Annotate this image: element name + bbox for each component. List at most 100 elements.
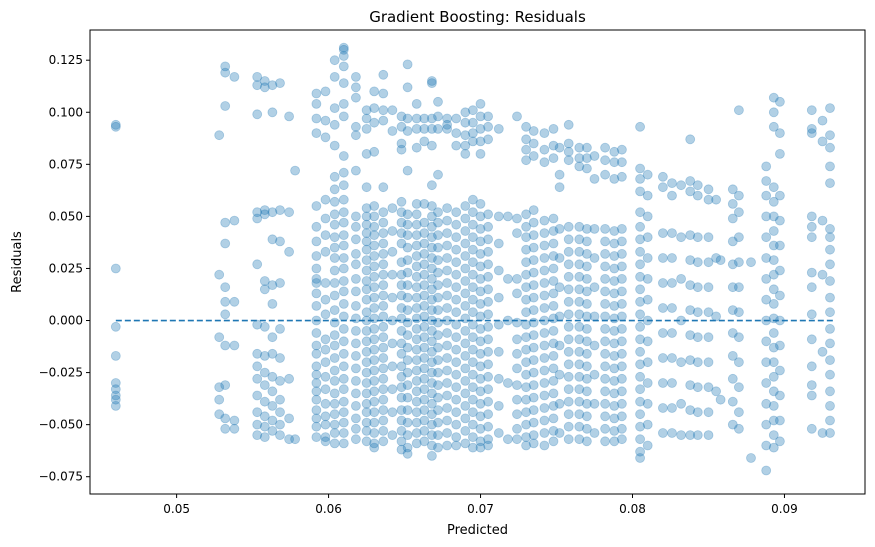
scatter-point: [528, 151, 539, 161]
scatter-point: [350, 350, 361, 361]
scatter-point: [275, 419, 285, 430]
scatter-point: [378, 415, 389, 426]
scatter-point: [378, 280, 389, 291]
scatter-point: [635, 409, 645, 420]
scatter-point: [267, 280, 278, 291]
scatter-point: [635, 296, 645, 307]
scatter-point: [609, 173, 620, 184]
scatter-point: [768, 442, 779, 453]
scatter-point: [539, 253, 550, 263]
scatter-point: [329, 340, 340, 351]
scatter-point: [361, 346, 372, 357]
scatter-point: [600, 386, 610, 397]
scatter-point: [467, 382, 478, 393]
scatter-point: [521, 332, 531, 343]
scatter-point: [396, 207, 407, 218]
scatter-point: [539, 428, 550, 438]
scatter-point: [502, 378, 513, 388]
y-axis-label: Residuals: [10, 231, 25, 293]
scatter-point: [692, 357, 703, 368]
scatter-point: [411, 198, 422, 209]
scatter-point: [467, 369, 478, 380]
scatter-point: [396, 196, 407, 207]
scatter-point: [806, 128, 817, 139]
scatter-point: [451, 282, 462, 293]
scatter-point: [361, 244, 372, 255]
scatter-point: [692, 232, 703, 243]
scatter-point: [396, 228, 407, 239]
scatter-point: [451, 344, 462, 355]
scatter-point: [361, 105, 372, 116]
scatter-point: [528, 242, 539, 253]
scatter-point: [396, 138, 407, 149]
scatter-point: [475, 373, 486, 384]
scatter-point: [635, 246, 645, 257]
scatter-point: [600, 169, 610, 180]
scatter-point: [512, 273, 522, 284]
scatter-point: [411, 292, 422, 303]
scatter-point: [350, 92, 361, 103]
scatter-point: [396, 111, 407, 122]
scatter-point: [329, 388, 340, 399]
scatter-point: [369, 230, 380, 241]
scatter-point: [589, 223, 600, 234]
scatter-point: [512, 317, 522, 328]
scatter-point: [433, 355, 443, 366]
scatter-point: [554, 340, 565, 351]
scatter-point: [467, 357, 478, 368]
scatter-point: [582, 411, 592, 422]
scatter-point: [361, 182, 372, 193]
scatter-point: [600, 348, 610, 359]
scatter-point: [548, 263, 559, 274]
scatter-point: [658, 353, 668, 363]
scatter-point: [460, 148, 471, 159]
scatter-point: [539, 265, 550, 276]
scatter-point: [727, 373, 738, 384]
scatter-point: [419, 394, 430, 405]
scatter-point: [493, 123, 504, 134]
scatter-point: [600, 311, 610, 322]
scatter-point: [252, 72, 263, 82]
scatter-point: [676, 398, 686, 409]
scatter-point: [442, 340, 453, 351]
scatter-point: [582, 298, 592, 309]
scatter-point: [311, 251, 322, 261]
scatter-point: [369, 261, 380, 272]
scatter-point: [667, 403, 677, 413]
scatter-point: [460, 117, 471, 128]
scatter-point: [563, 346, 574, 357]
scatter-point: [502, 273, 513, 284]
scatter-point: [338, 417, 349, 428]
scatter-point: [311, 405, 322, 416]
scatter-point: [252, 80, 263, 91]
scatter-point: [411, 113, 422, 124]
scatter-point: [387, 338, 398, 349]
scatter-point: [475, 211, 486, 222]
scatter-point: [229, 215, 240, 226]
scatter-point: [825, 103, 835, 113]
scatter-point: [402, 230, 413, 241]
scatter-point: [521, 134, 531, 145]
scatter-point: [311, 413, 322, 424]
scatter-point: [320, 432, 331, 443]
scatter-point: [692, 180, 703, 191]
scatter-point: [617, 361, 627, 372]
scatter-point: [220, 282, 231, 293]
scatter-point: [402, 126, 413, 136]
scatter-point: [369, 417, 380, 428]
x-axis-ticks: 0.05 0.06 0.07 0.08 0.09: [163, 494, 798, 516]
scatter-point: [411, 251, 422, 261]
scatter-point: [338, 207, 349, 218]
x-tick-label: 0.09: [771, 502, 798, 516]
scatter-point: [635, 334, 645, 345]
scatter-point: [467, 257, 478, 268]
scatter-point: [528, 317, 539, 328]
scatter-point: [320, 334, 331, 345]
scatter-point: [419, 300, 430, 311]
scatter-point: [311, 99, 322, 109]
scatter-point: [259, 380, 270, 391]
scatter-point: [220, 61, 231, 72]
scatter-point: [554, 223, 565, 234]
scatter-point: [761, 357, 772, 368]
scatter-point: [451, 113, 462, 124]
